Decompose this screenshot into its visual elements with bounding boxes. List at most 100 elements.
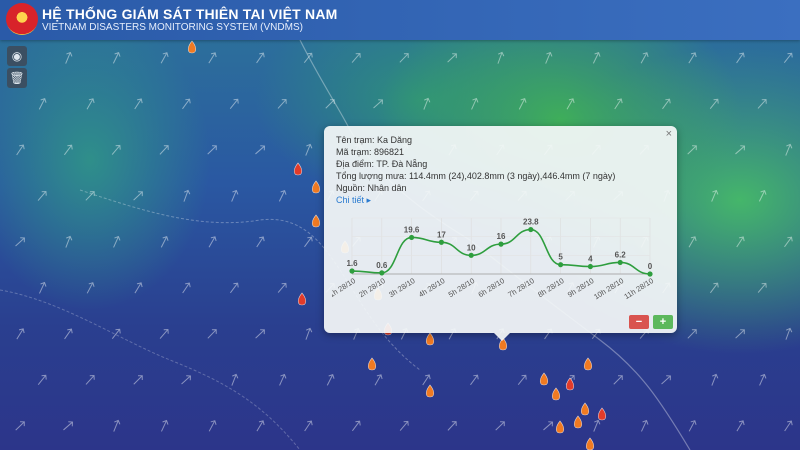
wind-arrow bbox=[687, 145, 697, 155]
wind-arrow bbox=[517, 374, 527, 385]
rain-station-marker bbox=[311, 180, 321, 194]
wind-arrow bbox=[160, 52, 169, 64]
wind-arrow bbox=[64, 328, 73, 340]
wind-arrow bbox=[785, 143, 793, 156]
wind-arrow bbox=[133, 191, 143, 201]
wind-arrow bbox=[160, 236, 169, 248]
app-header: HỆ THỐNG GIÁM SÁT THIÊN TAI VIỆT NAM VIE… bbox=[0, 0, 800, 40]
wind-arrow bbox=[159, 145, 169, 155]
wind-arrow bbox=[112, 51, 121, 64]
wind-arrow bbox=[566, 98, 575, 110]
data-label: 17 bbox=[437, 230, 446, 239]
wind-arrow bbox=[303, 52, 313, 64]
wind-arrow bbox=[784, 236, 793, 248]
wind-arrow bbox=[305, 143, 313, 156]
wind-arrow bbox=[37, 374, 47, 385]
wind-arrow bbox=[38, 98, 47, 110]
wind-arrow bbox=[641, 419, 649, 432]
wind-arrow bbox=[63, 421, 74, 431]
wind-arrow bbox=[736, 52, 745, 64]
x-tick-label: 10h 28/10 bbox=[592, 276, 625, 301]
wind-arrow bbox=[37, 190, 47, 201]
wind-arrow bbox=[231, 373, 239, 386]
wind-arrow bbox=[277, 282, 287, 293]
rainfall-total: Tổng lượng mưa: 114.4mm (24),402.8mm (3 … bbox=[336, 171, 616, 181]
wind-arrow bbox=[256, 52, 265, 64]
data-point bbox=[468, 252, 474, 258]
wind-arrow bbox=[736, 236, 745, 248]
wind-arrow bbox=[208, 236, 217, 248]
wind-arrow bbox=[545, 51, 553, 64]
details-link[interactable]: Chi tiết ▸ bbox=[336, 195, 372, 205]
national-emblem-logo bbox=[6, 3, 38, 35]
rain-station-marker bbox=[187, 40, 197, 54]
delete-button[interactable]: 🗑 bbox=[7, 68, 27, 88]
wind-arrow bbox=[399, 420, 409, 431]
wind-arrow bbox=[229, 282, 239, 294]
wind-arrow bbox=[688, 420, 697, 432]
data-point bbox=[438, 239, 444, 245]
x-tick-label: 11h 28/10 bbox=[622, 276, 655, 301]
wind-arrow bbox=[208, 420, 217, 432]
rain-station-marker bbox=[583, 357, 593, 371]
wind-arrow bbox=[113, 235, 121, 248]
station-name: Tên trạm: Ka Dăng bbox=[336, 135, 413, 145]
data-point bbox=[558, 262, 564, 268]
wind-arrow bbox=[86, 282, 95, 294]
wind-arrow bbox=[374, 374, 383, 386]
rain-station-marker bbox=[425, 384, 435, 398]
data-label: 16 bbox=[497, 232, 506, 241]
wind-arrow bbox=[757, 282, 767, 293]
x-tick-label: 1h 28/10 bbox=[332, 276, 357, 299]
wind-arrow bbox=[229, 98, 239, 109]
wind-arrow bbox=[662, 98, 671, 110]
wind-arrow bbox=[279, 373, 287, 386]
wind-arrow bbox=[159, 328, 169, 339]
close-icon[interactable]: × bbox=[665, 128, 672, 140]
wind-arrow bbox=[161, 419, 169, 432]
wind-arrow bbox=[373, 99, 383, 109]
popup-pointer bbox=[494, 333, 510, 341]
data-point bbox=[587, 263, 593, 270]
wind-arrow bbox=[231, 189, 239, 202]
globe-button[interactable]: ◉ bbox=[7, 46, 27, 66]
station-location: Địa điểm: TP. Đà Nẵng bbox=[336, 159, 428, 169]
wind-arrow bbox=[255, 329, 265, 339]
data-point bbox=[498, 241, 504, 247]
wind-arrow bbox=[709, 98, 719, 109]
wind-arrow bbox=[86, 98, 95, 110]
x-tick-label: 3h 28/10 bbox=[387, 276, 417, 299]
data-label: 19.6 bbox=[404, 225, 420, 234]
data-source: Nguồn: Nhân dân bbox=[336, 183, 407, 193]
wind-arrow bbox=[304, 236, 313, 248]
wind-arrow bbox=[497, 51, 505, 64]
data-point bbox=[349, 268, 355, 274]
wind-arrow bbox=[207, 329, 217, 339]
rain-station-marker bbox=[367, 357, 377, 371]
wind-arrow bbox=[785, 327, 793, 340]
wind-arrow bbox=[447, 53, 457, 63]
wind-arrow bbox=[736, 420, 745, 432]
data-label: 23.8 bbox=[523, 218, 539, 227]
rain-station-marker bbox=[498, 337, 508, 351]
data-point bbox=[647, 271, 653, 277]
wind-arrow bbox=[277, 99, 287, 109]
wind-arrow bbox=[182, 282, 191, 294]
rain-station-marker bbox=[585, 437, 595, 450]
wind-arrow bbox=[470, 374, 479, 386]
wind-arrow bbox=[256, 420, 265, 432]
zoom-out-button[interactable]: − bbox=[629, 315, 649, 329]
wind-arrow bbox=[613, 375, 623, 385]
data-label: 0 bbox=[648, 262, 653, 271]
wind-arrow bbox=[111, 144, 121, 155]
wind-arrow bbox=[709, 282, 719, 294]
wind-arrow bbox=[278, 189, 287, 202]
trash-icon: 🗑 bbox=[9, 71, 25, 85]
rain-station-marker bbox=[297, 292, 307, 306]
wind-arrow bbox=[447, 421, 457, 431]
wind-arrow bbox=[133, 375, 143, 385]
zoom-in-button[interactable]: + bbox=[653, 315, 673, 329]
wind-arrow bbox=[183, 189, 191, 202]
data-point bbox=[379, 270, 385, 276]
wind-arrow bbox=[423, 97, 431, 110]
